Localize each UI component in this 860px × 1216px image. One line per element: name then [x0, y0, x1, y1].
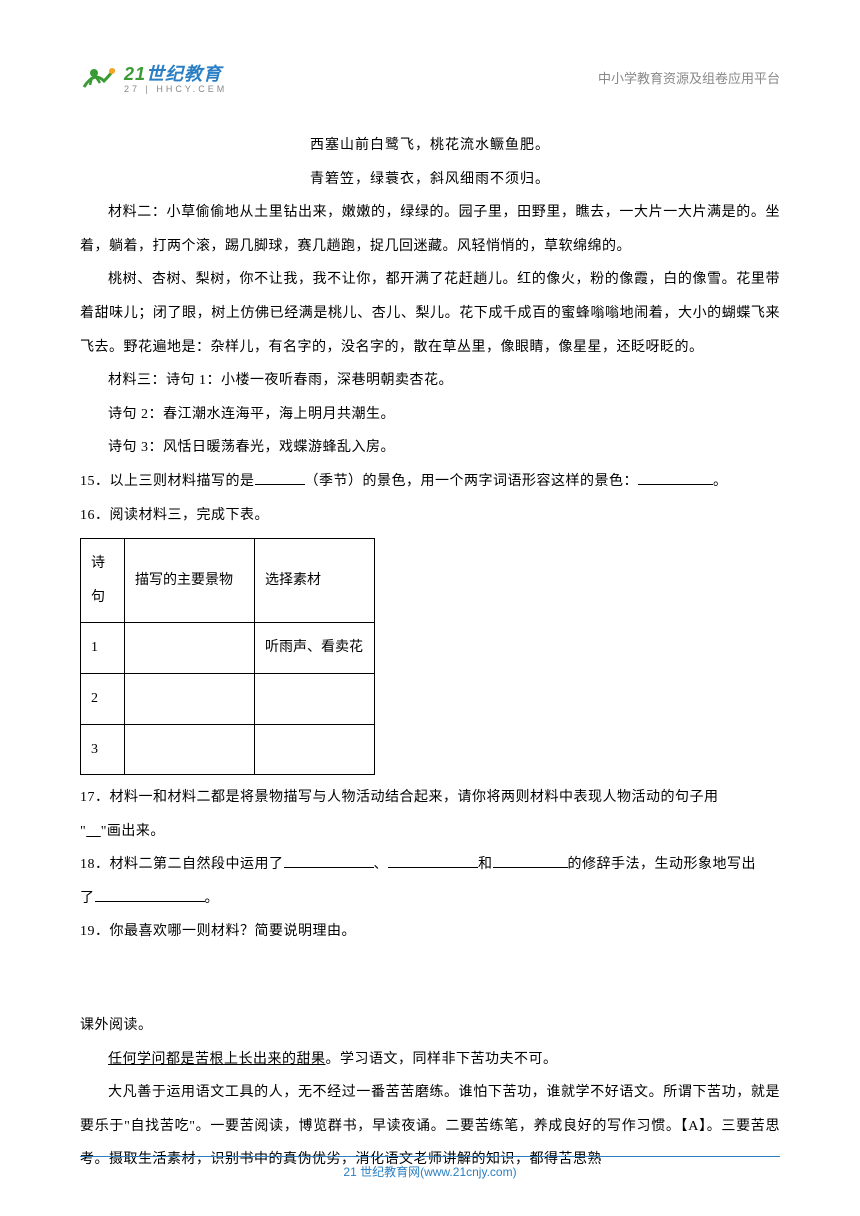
poem2-text: 春江潮水连海平，海上明月共潮生。 — [163, 407, 395, 422]
question-18-line2: 了。 — [80, 882, 780, 916]
question-19: 19．你最喜欢哪一则材料？简要说明理由。 — [80, 915, 780, 949]
poem2-label: 诗句 2： — [108, 407, 163, 422]
q18d: 的修辞手法，生动形象地写出 — [568, 857, 757, 872]
question-18-line1: 18．材料二第二自然段中运用了 、 和 的修辞手法，生动形象地写出 — [80, 848, 780, 882]
q18-blank-2[interactable] — [388, 854, 478, 868]
material3-p3: 诗句 3：风恬日暖荡春光，戏蝶游蜂乱入房。 — [80, 431, 780, 465]
material2-p1: 材料二：小草偷偷地从土里钻出来，嫩嫩的，绿绿的。园子里，田野里，瞧去，一大片一大… — [80, 196, 780, 263]
q18e: 了 — [80, 891, 95, 906]
spacer — [80, 949, 780, 979]
answer-table: 诗句 描写的主要景物 选择素材 1 听雨声、看卖花 2 3 — [80, 538, 375, 775]
header-platform: 中小学教育资源及组卷应用平台 — [598, 68, 780, 87]
table-cell-blank[interactable] — [125, 623, 255, 674]
q18a: 18．材料二第二自然段中运用了 — [80, 857, 284, 872]
table-header-0: 诗句 — [81, 539, 125, 623]
reading-label: 课外阅读。 — [80, 1009, 780, 1043]
reading-p1: 任何学问都是苦根上长出来的甜果。学习语文，同样非下苦功夫不可。 — [80, 1043, 780, 1077]
poem-line-1: 西塞山前白鹭飞，桃花流水鳜鱼肥。 — [80, 129, 780, 163]
poem1-text: 小楼一夜听春雨，深巷明朝卖杏花。 — [221, 373, 453, 388]
poem-line-2: 青箬笠，绿蓑衣，斜风细雨不须归。 — [80, 163, 780, 197]
q15-blank-1[interactable] — [255, 471, 305, 485]
logo-text-wrap: 21世纪教育 27 | HHCY.CEM — [124, 60, 227, 94]
table-cell: 1 — [81, 623, 125, 674]
table-cell-blank[interactable] — [125, 673, 255, 724]
question-15: 15．以上三则材料描写的是 （季节）的景色，用一个两字词语形容这样的景色： 。 — [80, 465, 780, 499]
reading-p1-underline: 任何学问都是苦根上长出来的甜果 — [108, 1052, 326, 1067]
page-footer: 21 世纪教育网(www.21cnjy.com) — [80, 1156, 780, 1180]
question-16: 16．阅读材料三，完成下表。 — [80, 499, 780, 533]
logo-century: 世纪教育 — [146, 64, 222, 84]
q15-end: 。 — [713, 474, 728, 489]
material3-p1: 材料三：诗句 1：小楼一夜听春雨，深巷明朝卖杏花。 — [80, 364, 780, 398]
logo-21: 21 — [124, 64, 146, 84]
q18b: 、 — [374, 857, 389, 872]
q15-prefix: 15．以上三则材料描写的是 — [80, 474, 255, 489]
q18c: 和 — [478, 857, 493, 872]
reading-p1-rest: 。学习语文，同样非下苦功夫不可。 — [326, 1052, 558, 1067]
logo-text: 21世纪教育 — [124, 60, 227, 86]
table-cell: 2 — [81, 673, 125, 724]
table-cell-blank[interactable] — [255, 673, 375, 724]
table-header-2: 选择素材 — [255, 539, 375, 623]
material2-label: 材料二： — [108, 205, 166, 220]
material3-p2: 诗句 2：春江潮水连海平，海上明月共潮生。 — [80, 398, 780, 432]
reading-p2b: 【A】 — [681, 1119, 707, 1134]
content: 西塞山前白鹭飞，桃花流水鳜鱼肥。 青箬笠，绿蓑衣，斜风细雨不须归。 材料二：小草… — [80, 129, 780, 1177]
q15-mid: （季节）的景色，用一个两字词语形容这样的景色： — [305, 474, 639, 489]
table-cell: 3 — [81, 724, 125, 775]
table-row: 1 听雨声、看卖花 — [81, 623, 375, 674]
page-header: 21世纪教育 27 | HHCY.CEM 中小学教育资源及组卷应用平台 — [80, 60, 780, 94]
poem3-label: 诗句 3： — [108, 440, 163, 455]
table-cell: 听雨声、看卖花 — [255, 623, 375, 674]
reading-p2a: 大凡善于运用语文工具的人，无不经过一番苦苦磨练。谁怕下苦功，谁就学不好语文。所谓… — [80, 1085, 780, 1134]
spacer — [80, 979, 780, 1009]
q18-blank-3[interactable] — [493, 854, 568, 868]
q15-blank-2[interactable] — [638, 471, 713, 485]
table-row: 诗句 描写的主要景物 选择素材 — [81, 539, 375, 623]
table-cell-blank[interactable] — [125, 724, 255, 775]
table-cell-blank[interactable] — [255, 724, 375, 775]
material2-p1-text: 小草偷偷地从土里钻出来，嫩嫩的，绿绿的。园子里，田野里，瞧去，一大片一大片满是的… — [80, 205, 780, 254]
logo: 21世纪教育 27 | HHCY.CEM — [80, 60, 227, 94]
material3-label: 材料三： — [108, 373, 166, 388]
material2-p2: 桃树、杏树、梨树，你不让我，我不让你，都开满了花赶趟儿。红的像火，粉的像霞，白的… — [80, 263, 780, 364]
q18-blank-1[interactable] — [284, 854, 374, 868]
table-header-1: 描写的主要景物 — [125, 539, 255, 623]
logo-subtext: 27 | HHCY.CEM — [124, 84, 227, 94]
table-row: 2 — [81, 673, 375, 724]
q18-blank-4[interactable] — [95, 888, 205, 902]
poem1-label: 诗句 1： — [166, 373, 221, 388]
table-row: 3 — [81, 724, 375, 775]
q17-rest: "画出来。 — [101, 824, 165, 839]
question-17-line2: " "画出来。 — [80, 815, 780, 849]
q18f: 。 — [205, 891, 220, 906]
poem3-text: 风恬日暖荡春光，戏蝶游蜂乱入房。 — [163, 440, 395, 455]
question-17-line1: 17．材料一和材料二都是将景物描写与人物活动结合起来，请你将两则材料中表现人物活… — [80, 781, 780, 815]
q17-underline-blank[interactable] — [86, 824, 101, 839]
logo-icon — [80, 61, 118, 93]
